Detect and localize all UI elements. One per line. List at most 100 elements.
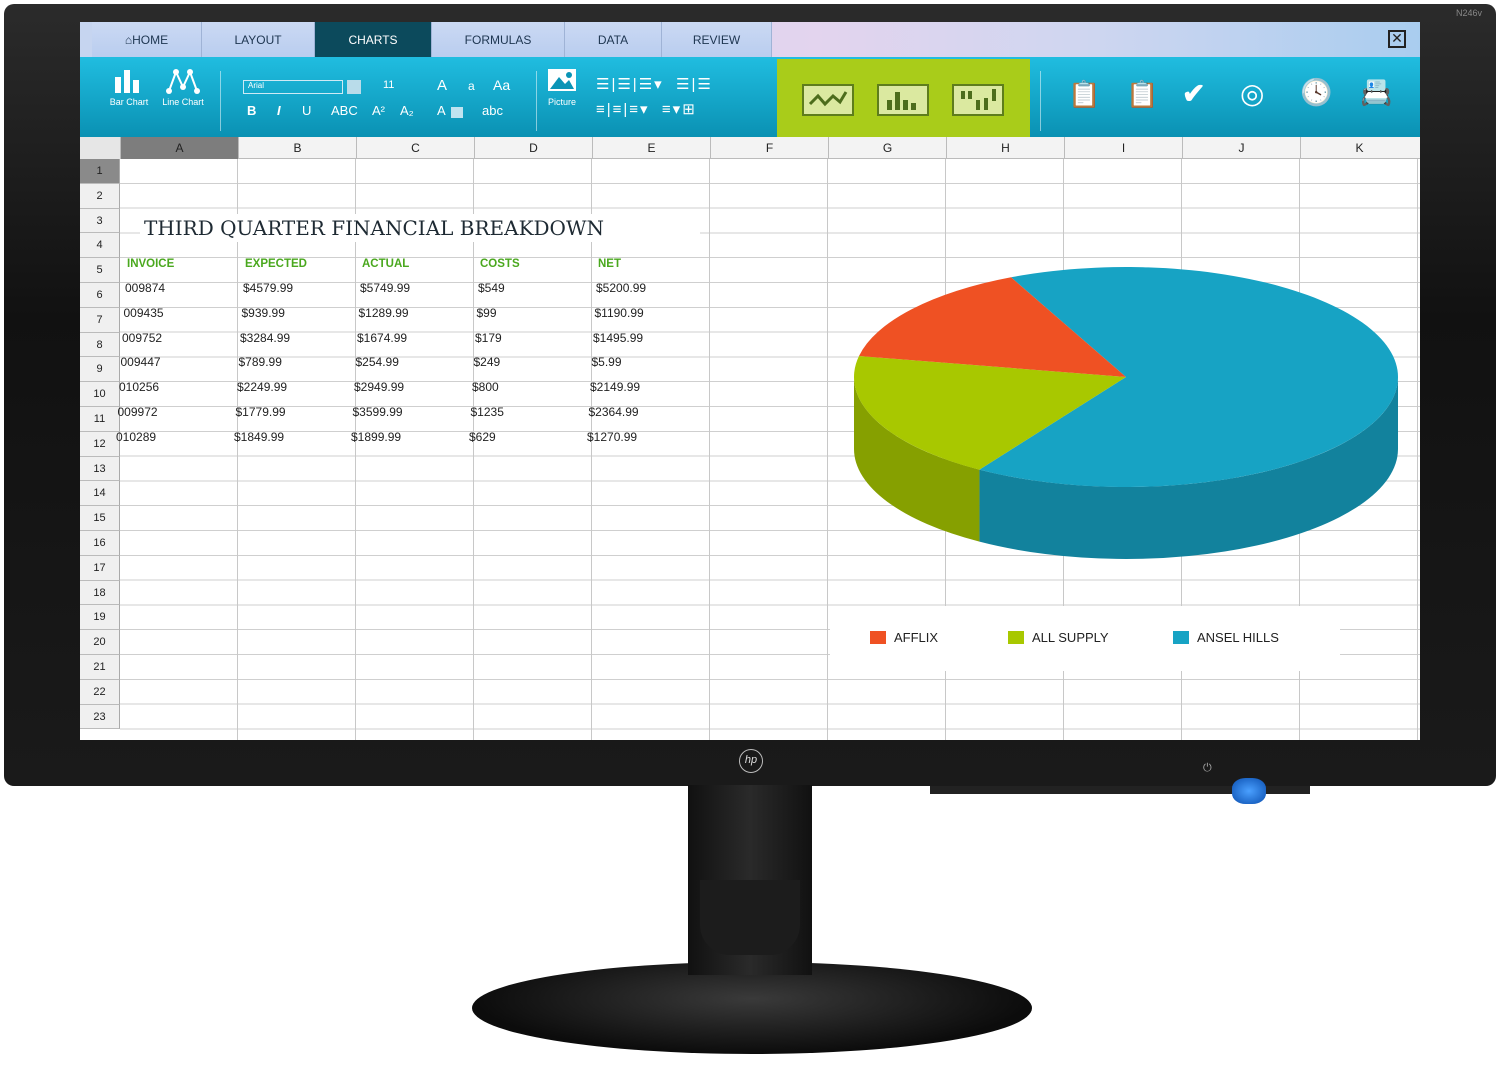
row-header-7[interactable]: 7	[80, 307, 120, 333]
column-header-h[interactable]: H	[946, 137, 1064, 159]
tab-data[interactable]: DATA	[565, 22, 662, 57]
table-cell[interactable]: 009435	[123, 305, 164, 320]
row-header-18[interactable]: 18	[80, 580, 120, 606]
pie-slice-afflix[interactable]	[858, 277, 1126, 377]
pie-side-all-supply[interactable]	[854, 377, 980, 542]
table-cell[interactable]: 009752	[122, 330, 163, 345]
tab-formulas[interactable]: FORMULAS	[432, 22, 565, 57]
table-cell[interactable]: $1849.99	[234, 429, 285, 444]
row-header-3[interactable]: 3	[80, 208, 120, 234]
table-cell[interactable]: $1270.99	[587, 429, 638, 444]
column-header-f[interactable]: F	[710, 137, 828, 159]
table-cell[interactable]: 009447	[120, 355, 161, 370]
list-buttons[interactable]: ☰|☰|☰▾ ☰|☰	[596, 76, 713, 93]
superscript-button[interactable]: A²	[372, 103, 385, 118]
tab-home[interactable]: ⌂ HOME	[92, 22, 202, 57]
subscript-button[interactable]: A₂	[400, 103, 414, 118]
reminder-button[interactable]: 🕓	[1300, 77, 1332, 108]
row-header-23[interactable]: 23	[80, 704, 120, 730]
font-select[interactable]: Arial	[243, 80, 343, 94]
italic-button[interactable]: I	[277, 103, 281, 118]
table-cell[interactable]: $99	[476, 305, 497, 320]
pie-side-ansel-hills[interactable]	[979, 377, 1398, 559]
row-header-9[interactable]: 9	[80, 357, 120, 383]
column-header-k[interactable]: K	[1300, 137, 1418, 159]
tab-review[interactable]: REVIEW	[662, 22, 772, 57]
highlight-button[interactable]: A	[437, 103, 446, 118]
table-cell[interactable]: $1495.99	[593, 330, 644, 345]
table-cell[interactable]: $1674.99	[357, 330, 408, 345]
table-cell[interactable]: $1235	[470, 405, 504, 419]
change-case-button[interactable]: Aa	[493, 77, 511, 93]
column-header-c[interactable]: C	[356, 137, 474, 159]
row-header-19[interactable]: 19	[80, 605, 120, 631]
table-cell[interactable]: $549	[478, 281, 505, 295]
picture-button[interactable]: Picture	[542, 67, 582, 107]
tab-layout[interactable]: LAYOUT	[202, 22, 315, 57]
row-header-15[interactable]: 15	[80, 506, 120, 531]
row-header-22[interactable]: 22	[80, 679, 120, 705]
table-cell[interactable]: $789.99	[238, 355, 282, 370]
pie-slice-ansel-hills[interactable]	[979, 267, 1398, 487]
table-cell[interactable]: $3284.99	[240, 330, 291, 345]
row-header-12[interactable]: 12	[80, 431, 120, 457]
alignment-buttons[interactable]: ≡|≡|≡▾ ≡▾⊞	[596, 101, 697, 118]
row-header-11[interactable]: 11	[80, 407, 120, 432]
row-header-4[interactable]: 4	[80, 233, 120, 259]
row-header-16[interactable]: 16	[80, 531, 120, 556]
table-cell[interactable]: $2949.99	[354, 380, 405, 395]
table-cell[interactable]: $1899.99	[351, 429, 402, 444]
column-header-g[interactable]: G	[828, 137, 946, 159]
table-cell[interactable]: $939.99	[241, 305, 285, 320]
row-header-5[interactable]: 5	[80, 258, 120, 283]
target-button[interactable]: ◎	[1240, 77, 1264, 110]
clear-format-button[interactable]: abc	[482, 103, 503, 118]
row-header-8[interactable]: 8	[80, 332, 120, 358]
row-header-13[interactable]: 13	[80, 456, 120, 482]
power-button[interactable]	[1232, 778, 1266, 804]
font-dropdown-button[interactable]	[347, 80, 361, 94]
table-cell[interactable]: $5200.99	[596, 281, 647, 295]
row-header-2[interactable]: 2	[80, 183, 120, 209]
table-cell[interactable]: $2249.99	[237, 380, 288, 395]
row-header-20[interactable]: 20	[80, 630, 120, 655]
table-cell[interactable]: 009874	[125, 281, 166, 295]
table-cell[interactable]: 010289	[116, 429, 157, 444]
row-header-14[interactable]: 14	[80, 481, 120, 507]
table-cell[interactable]: $2149.99	[590, 380, 641, 395]
column-header-j[interactable]: J	[1182, 137, 1300, 159]
line-chart-type-button[interactable]	[802, 84, 854, 116]
column-header-b[interactable]: B	[238, 137, 356, 159]
select-all-corner[interactable]	[80, 137, 120, 159]
strikethrough-button[interactable]: ABC	[331, 103, 358, 118]
grow-font-button[interactable]: A	[437, 77, 448, 94]
column-header-e[interactable]: E	[592, 137, 710, 159]
column-header-d[interactable]: D	[474, 137, 592, 159]
line-chart-button[interactable]: Line Chart	[158, 67, 208, 107]
contacts-button[interactable]: 📇	[1360, 77, 1392, 108]
bold-button[interactable]: B	[247, 103, 257, 118]
table-cell[interactable]: $179	[475, 330, 502, 345]
column-header-i[interactable]: I	[1064, 137, 1182, 159]
table-cell[interactable]: 009972	[117, 405, 158, 419]
close-button[interactable]: ✕	[1388, 30, 1406, 48]
column-header-a[interactable]: A	[120, 137, 238, 159]
table-cell[interactable]: $4579.99	[243, 281, 294, 295]
column-chart-type-button[interactable]	[877, 84, 929, 116]
bar-chart-button[interactable]: Bar Chart	[104, 67, 154, 107]
table-cell[interactable]: $800	[472, 380, 499, 395]
underline-button[interactable]: U	[302, 103, 312, 118]
table-cell[interactable]: $1190.99	[594, 305, 644, 320]
table-cell[interactable]: $5749.99	[360, 281, 411, 295]
table-cell[interactable]: $1779.99	[235, 405, 286, 419]
table-cell[interactable]: $629	[469, 429, 496, 444]
table-cell[interactable]: $254.99	[355, 355, 399, 370]
row-header-6[interactable]: 6	[80, 283, 120, 308]
table-cell[interactable]: $5.99	[591, 355, 622, 370]
shrink-font-button[interactable]: a	[468, 79, 475, 93]
waterfall-chart-type-button[interactable]	[952, 84, 1004, 116]
row-header-21[interactable]: 21	[80, 655, 120, 680]
font-size-select[interactable]: 11	[383, 79, 395, 91]
row-header-10[interactable]: 10	[80, 382, 120, 407]
check-button[interactable]: ✔	[1182, 77, 1205, 110]
